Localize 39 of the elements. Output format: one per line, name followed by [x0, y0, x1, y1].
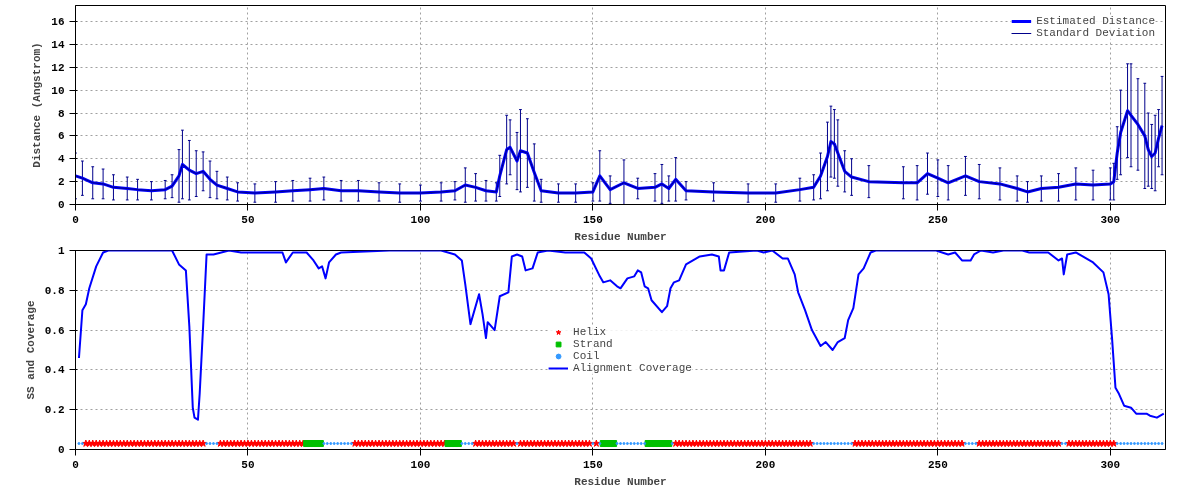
legend-label: Alignment Coverage: [573, 361, 692, 374]
y-tick-label: 12: [51, 61, 65, 74]
y-tick-label: 0.6: [44, 324, 65, 337]
x-tick-label: 300: [1100, 458, 1121, 471]
x-tick-label: 0: [72, 458, 79, 471]
y-tick-label: 8: [57, 107, 65, 120]
x-axis-title: Residue Number: [574, 230, 667, 243]
y-tick-label: 16: [51, 16, 65, 29]
x-axis-title: Residue Number: [574, 475, 667, 488]
y-tick-label: 10: [51, 84, 65, 97]
x-tick-label: 100: [410, 213, 431, 226]
y-tick-label: 0.2: [44, 404, 65, 417]
y-tick-label: 1: [57, 245, 65, 257]
legend-label: Standard Deviation: [1036, 27, 1155, 39]
y-axis-title: SS and Coverage: [24, 300, 37, 400]
y-tick-label: 0.8: [44, 284, 65, 297]
x-tick-label: 100: [410, 458, 431, 471]
x-tick-label: 50: [241, 213, 255, 226]
y-tick-label: 0: [57, 444, 65, 456]
x-tick-label: 300: [1100, 213, 1121, 226]
y-tick-label: 2: [57, 176, 65, 189]
x-tick-label: 250: [927, 213, 948, 226]
legend-label: Coil: [573, 349, 600, 362]
legend-label: Helix: [573, 325, 607, 338]
y-tick-label: 14: [51, 38, 65, 51]
legend-label: Estimated Distance: [1036, 15, 1155, 27]
x-tick-label: 200: [755, 213, 776, 226]
legend-label: Strand: [573, 337, 613, 350]
y-tick-label: 6: [57, 130, 65, 143]
y-tick-label: 4: [57, 153, 65, 166]
y-tick-label: 0: [57, 199, 65, 211]
y-axis-title: Distance (Angstrom): [31, 42, 44, 168]
x-tick-label: 150: [583, 213, 603, 226]
x-tick-label: 250: [927, 458, 948, 471]
x-tick-label: 200: [755, 458, 776, 471]
x-tick-label: 0: [72, 213, 79, 226]
y-tick-label: 0.4: [44, 364, 65, 377]
x-tick-label: 50: [241, 458, 255, 471]
x-tick-label: 150: [583, 458, 603, 471]
